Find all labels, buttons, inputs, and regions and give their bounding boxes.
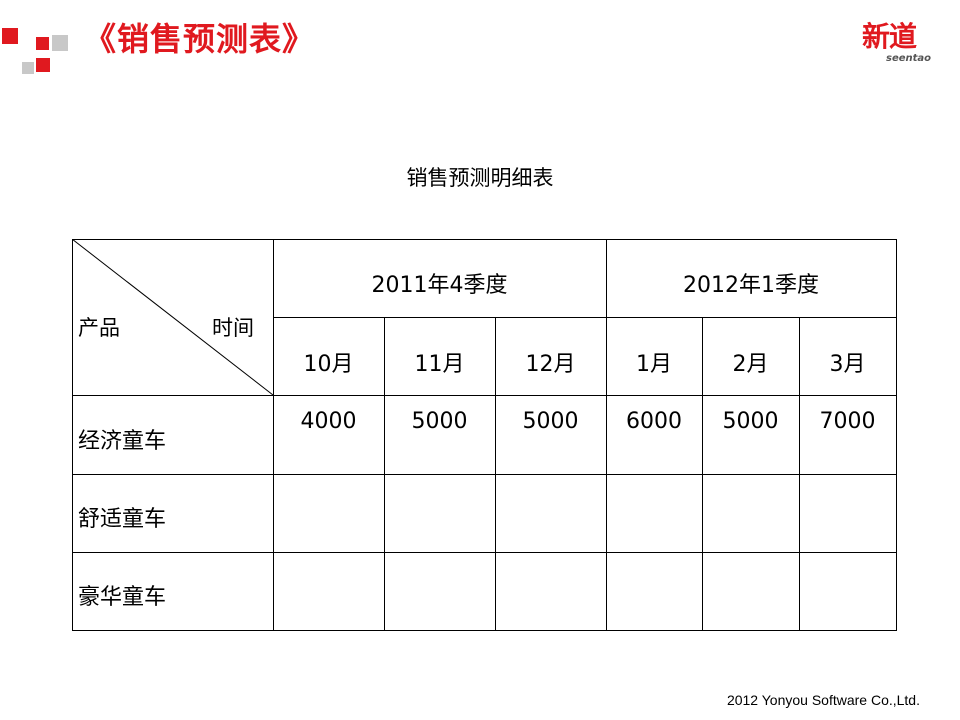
forecast-value-cell[interactable] xyxy=(495,552,606,630)
row-label-comfort-stroller: 舒适童车 xyxy=(78,507,167,532)
grid-line xyxy=(799,317,800,631)
grid-line xyxy=(495,317,496,631)
grid-line xyxy=(384,317,385,631)
grid-line xyxy=(72,395,897,396)
forecast-value-cell[interactable] xyxy=(702,474,799,552)
forecast-value-cell[interactable] xyxy=(606,474,702,552)
corner-diagonal-line xyxy=(72,239,274,396)
decor-square-red-1 xyxy=(2,28,18,44)
sales-forecast-table: 产品 时间 2011年4季度 2012年1季度 10月 11月 12月 1月 2… xyxy=(72,239,897,631)
month-header: 11月 xyxy=(414,352,465,377)
row-label-luxury-stroller: 豪华童车 xyxy=(78,585,167,610)
forecast-value-cell: 7000 xyxy=(819,409,876,434)
grid-line xyxy=(72,630,897,631)
grid-line xyxy=(72,552,897,553)
logo-text: 新道 xyxy=(862,20,917,53)
forecast-value-cell: 5000 xyxy=(411,409,468,434)
forecast-value-cell[interactable] xyxy=(606,552,702,630)
month-header: 3月 xyxy=(829,352,866,377)
quarter-header: 2012年1季度 xyxy=(683,273,819,298)
row-label-economy-stroller: 经济童车 xyxy=(78,428,167,454)
forecast-value-cell: 5000 xyxy=(722,409,779,434)
logo-subtext: seentao xyxy=(886,53,932,64)
grid-line xyxy=(606,239,607,631)
forecast-value-cell: 6000 xyxy=(626,409,682,434)
corner-label-time: 时间 xyxy=(212,316,254,340)
forecast-value-cell: 4000 xyxy=(300,409,357,434)
grid-line xyxy=(273,317,897,318)
decor-square-gray-2 xyxy=(22,62,34,74)
grid-line xyxy=(72,474,897,475)
month-header: 10月 xyxy=(303,352,354,377)
month-header: 12月 xyxy=(525,352,576,377)
corner-label-product: 产品 xyxy=(78,316,120,340)
decor-square-red-2 xyxy=(36,37,49,50)
grid-line xyxy=(896,239,897,631)
grid-line xyxy=(273,239,274,631)
table-title: 销售预测明细表 xyxy=(406,166,554,190)
forecast-value-cell: 5000 xyxy=(522,409,579,434)
forecast-value-cell[interactable] xyxy=(495,474,606,552)
forecast-value-cell[interactable] xyxy=(799,552,896,630)
forecast-value-cell[interactable] xyxy=(273,552,384,630)
decor-square-gray-1 xyxy=(52,35,68,51)
month-header: 1月 xyxy=(636,352,672,377)
forecast-value-cell[interactable] xyxy=(702,552,799,630)
forecast-value-cell[interactable] xyxy=(384,474,495,552)
footer-copyright: 2012 Yonyou Software Co.,Ltd. xyxy=(726,692,920,708)
grid-line xyxy=(72,239,73,631)
month-header: 2月 xyxy=(732,352,769,377)
grid-line xyxy=(72,239,897,240)
grid-line xyxy=(702,317,703,631)
brand-logo: 新道 seentao xyxy=(862,20,936,66)
forecast-value-cell[interactable] xyxy=(273,474,384,552)
forecast-value-cell[interactable] xyxy=(799,474,896,552)
slide-title: 《销售预测表》 xyxy=(84,20,316,58)
decor-square-red-3 xyxy=(36,58,50,72)
quarter-header: 2011年4季度 xyxy=(371,273,508,298)
forecast-value-cell[interactable] xyxy=(384,552,495,630)
